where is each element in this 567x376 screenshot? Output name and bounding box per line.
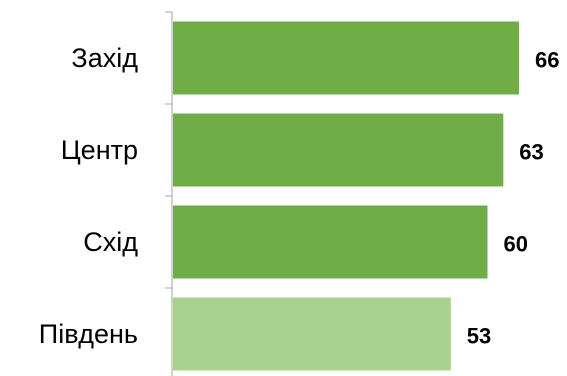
value-label: 60 [504,232,528,257]
value-label: 66 [535,48,559,73]
category-label: Центр [61,135,138,165]
value-label: 53 [467,324,491,349]
category-labels: Захід Центр Схід Південь [39,43,138,349]
category-label: Схід [83,227,138,257]
value-labels: 66 63 60 53 [467,48,560,349]
category-label: Південь [39,319,138,349]
value-label: 63 [519,140,543,165]
bar-1 [173,21,519,95]
category-label: Захід [71,43,138,73]
bars-group [173,21,519,371]
bar-2 [173,113,504,187]
bar-4 [173,297,451,371]
bar-3 [173,205,488,279]
y-axis-ticks [165,11,172,289]
